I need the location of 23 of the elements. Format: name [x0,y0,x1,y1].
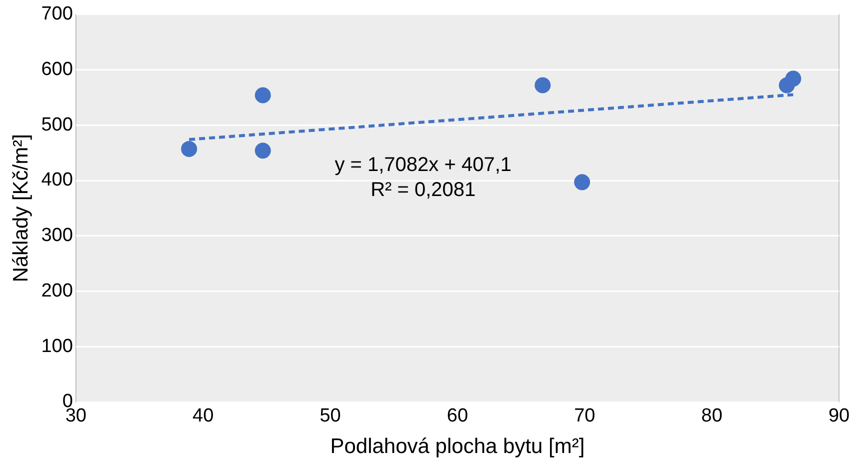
y-tick-label: 600 [41,59,73,80]
y-tick-label: 400 [41,170,73,191]
x-tick-label: 40 [192,406,214,427]
point [574,174,590,190]
y-tick-label: 500 [41,114,73,136]
x-tick-label: 80 [701,406,722,427]
x-tick-label: 70 [574,406,596,427]
x-axis-title: Podlahová plocha bytu [m²] [330,435,585,458]
point [181,140,198,157]
x-tick-label: 90 [828,406,850,427]
point [254,142,271,159]
point [254,87,271,104]
point [785,70,802,87]
annotation: R² = 0,2081 [370,179,476,202]
y-axis-title: Náklady [Kč/m²] [9,134,32,282]
x-tick-label: 60 [446,406,468,427]
point [534,77,551,94]
y-tick-label: 700 [41,4,73,25]
y-tick-label: 200 [41,280,73,302]
x-tick-label: 50 [320,406,341,427]
y-tick-label: 100 [41,336,73,357]
y-tick-label: 300 [41,225,73,246]
annotation: y = 1,7082x + 407,1 [334,154,512,176]
